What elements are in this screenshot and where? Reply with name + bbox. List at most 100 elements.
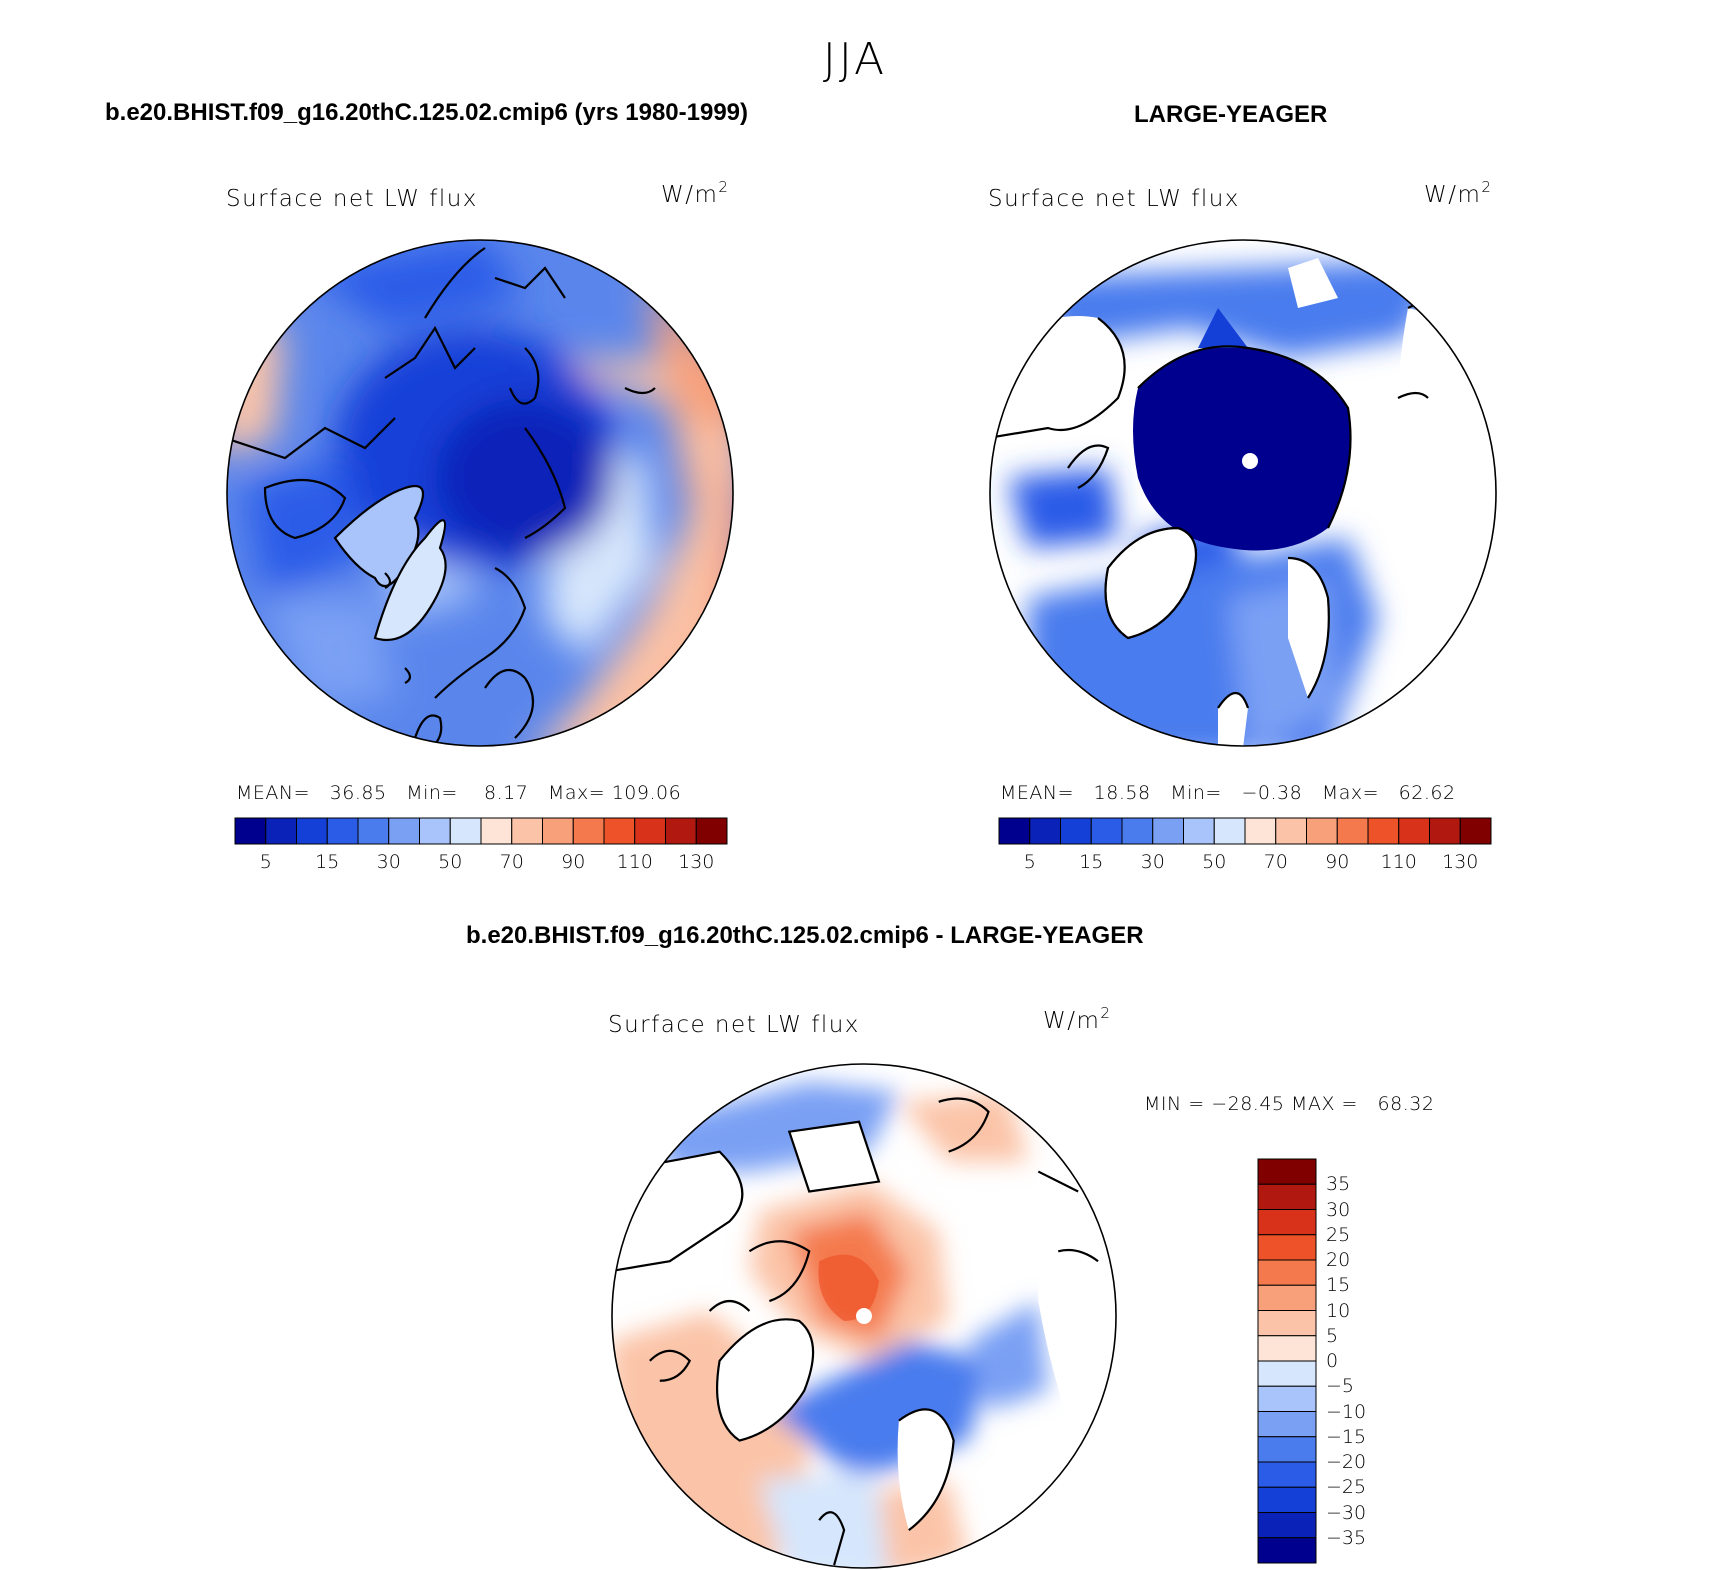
model-colorbar <box>234 817 728 845</box>
obs-polar-map <box>989 239 1497 747</box>
model-units: W/m2 <box>661 178 730 208</box>
diff-colorbar-swatch <box>1257 1284 1317 1311</box>
obs-units: W/m2 <box>1424 178 1493 208</box>
model-panel-label: Surface net LW flux <box>226 186 478 212</box>
model-colorbar-swatch <box>419 817 451 845</box>
diff-colorbar-swatch <box>1257 1183 1317 1210</box>
diff-colorbar-tick-label: 35 <box>1326 1173 1351 1196</box>
diff-colorbar-tick-label: −35 <box>1326 1526 1367 1549</box>
diff-colorbar-swatch <box>1257 1234 1317 1261</box>
model-colorbar-swatch <box>357 817 390 845</box>
obs-panel-label: Surface net LW flux <box>988 186 1240 212</box>
obs-colorbar-tick-label: 90 <box>1325 851 1350 873</box>
obs-stats: MEAN= 18.58 Min= −0.38 Max= 62.62 <box>1000 782 1456 804</box>
model-colorbar-ticks: 5 15 30 50 70 90 110 130 <box>235 851 727 875</box>
diff-case-title: b.e20.BHIST.f09_g16.20thC.125.02.cmip6 -… <box>466 922 1144 949</box>
obs-colorbar-swatch <box>1213 817 1246 845</box>
model-polar-map <box>226 239 734 747</box>
diff-units: W/m2 <box>1043 1004 1112 1034</box>
obs-colorbar-swatch <box>1060 817 1092 845</box>
model-case-title: b.e20.BHIST.f09_g16.20thC.125.02.cmip6 (… <box>105 99 749 126</box>
model-colorbar-swatch <box>634 817 666 845</box>
diff-colorbar-tick-label: −30 <box>1326 1501 1367 1524</box>
diff-colorbar-swatch <box>1257 1259 1317 1286</box>
obs-colorbar-swatch <box>1275 817 1307 845</box>
diff-colorbar-swatch <box>1257 1512 1317 1539</box>
diff-colorbar-swatch <box>1257 1158 1317 1185</box>
diff-colorbar-tick-label: 5 <box>1326 1324 1339 1347</box>
model-colorbar-swatch <box>326 817 359 845</box>
model-colorbar-swatch <box>449 817 482 845</box>
obs-colorbar-swatch <box>1152 817 1184 845</box>
diff-colorbar-tick-label: −15 <box>1326 1425 1367 1448</box>
model-colorbar-tick-label: 130 <box>678 851 715 873</box>
obs-colorbar-tick-label: 130 <box>1442 851 1479 873</box>
diff-colorbar-swatch <box>1257 1360 1317 1387</box>
diff-colorbar-tick-label: −10 <box>1326 1400 1367 1423</box>
model-colorbar-swatch <box>511 817 543 845</box>
diff-colorbar-tick-label: 30 <box>1326 1198 1351 1221</box>
model-colorbar-tick-label: 30 <box>376 851 401 873</box>
model-colorbar-swatch <box>542 817 574 845</box>
diff-colorbar-tick-label: 0 <box>1326 1350 1339 1372</box>
model-colorbar-tick-label: 5 <box>259 851 272 873</box>
obs-colorbar-tick-label: 110 <box>1380 851 1417 873</box>
model-colorbar-swatch <box>265 817 297 845</box>
obs-colorbar-tick-label: 50 <box>1202 851 1227 873</box>
model-colorbar-swatch <box>665 817 697 845</box>
figure-title: JJA <box>822 34 888 85</box>
obs-colorbar-swatch <box>1090 817 1123 845</box>
obs-case-title: LARGE-YEAGER <box>1134 101 1328 128</box>
obs-colorbar-tick-label: 15 <box>1079 851 1104 873</box>
obs-colorbar-ticks: 5 15 30 50 70 90 110 130 <box>999 851 1491 875</box>
obs-colorbar-tick-label: 30 <box>1140 851 1165 873</box>
diff-colorbar-swatch <box>1257 1436 1317 1463</box>
diff-colorbar-swatch <box>1257 1411 1317 1438</box>
diff-panel-label: Surface net LW flux <box>608 1012 860 1038</box>
model-colorbar-tick-label: 15 <box>315 851 340 873</box>
obs-colorbar-tick-label: 5 <box>1023 851 1036 873</box>
model-colorbar-swatch <box>388 817 420 845</box>
diff-colorbar-tick-label: 15 <box>1326 1274 1351 1297</box>
diff-minmax: MIN = −28.45 MAX = 68.32 <box>1144 1093 1435 1115</box>
model-colorbar-swatch <box>296 817 328 845</box>
model-colorbar-tick-label: 90 <box>561 851 586 873</box>
obs-colorbar-swatch <box>1244 817 1277 845</box>
diff-colorbar-swatch <box>1257 1385 1317 1412</box>
model-stats: MEAN= 36.85 Min= 8.17 Max= 109.06 <box>236 782 682 804</box>
obs-colorbar-swatch <box>1336 817 1369 845</box>
model-colorbar-tick-label: 50 <box>438 851 463 873</box>
diff-colorbar-swatch <box>1257 1310 1317 1337</box>
model-colorbar-swatch <box>234 817 267 845</box>
obs-colorbar <box>998 817 1492 845</box>
diff-colorbar-swatch <box>1257 1209 1317 1236</box>
diff-colorbar-ticks: 35 30 25 20 15 10 5 0 −5 −10 −15 −20 −25 −30 −35 <box>1326 1159 1406 1563</box>
model-colorbar-swatch <box>695 817 728 845</box>
diff-colorbar-swatch <box>1257 1461 1317 1488</box>
obs-colorbar-swatch <box>1306 817 1338 845</box>
model-colorbar-swatch <box>603 817 636 845</box>
model-colorbar-tick-label: 70 <box>499 851 524 873</box>
obs-colorbar-swatch <box>1029 817 1061 845</box>
diff-colorbar <box>1257 1158 1317 1564</box>
model-colorbar-swatch <box>572 817 605 845</box>
obs-colorbar-swatch <box>1459 817 1492 845</box>
diff-colorbar-tick-label: 20 <box>1326 1249 1351 1271</box>
diff-colorbar-swatch <box>1257 1537 1317 1564</box>
obs-colorbar-swatch <box>1121 817 1154 845</box>
obs-colorbar-swatch <box>998 817 1031 845</box>
obs-colorbar-swatch <box>1398 817 1430 845</box>
diff-colorbar-tick-label: −20 <box>1326 1451 1367 1473</box>
obs-colorbar-swatch <box>1367 817 1400 845</box>
obs-colorbar-swatch <box>1429 817 1461 845</box>
model-colorbar-swatch <box>480 817 513 845</box>
diff-colorbar-swatch <box>1257 1486 1317 1513</box>
obs-colorbar-swatch <box>1183 817 1215 845</box>
model-colorbar-tick-label: 110 <box>616 851 653 873</box>
diff-colorbar-tick-label: 25 <box>1326 1223 1351 1246</box>
diff-polar-map <box>611 1063 1117 1569</box>
diff-colorbar-tick-label: −5 <box>1326 1375 1355 1398</box>
obs-colorbar-tick-label: 70 <box>1263 851 1288 873</box>
diff-colorbar-swatch <box>1257 1335 1317 1362</box>
diff-colorbar-tick-label: 10 <box>1326 1299 1351 1322</box>
